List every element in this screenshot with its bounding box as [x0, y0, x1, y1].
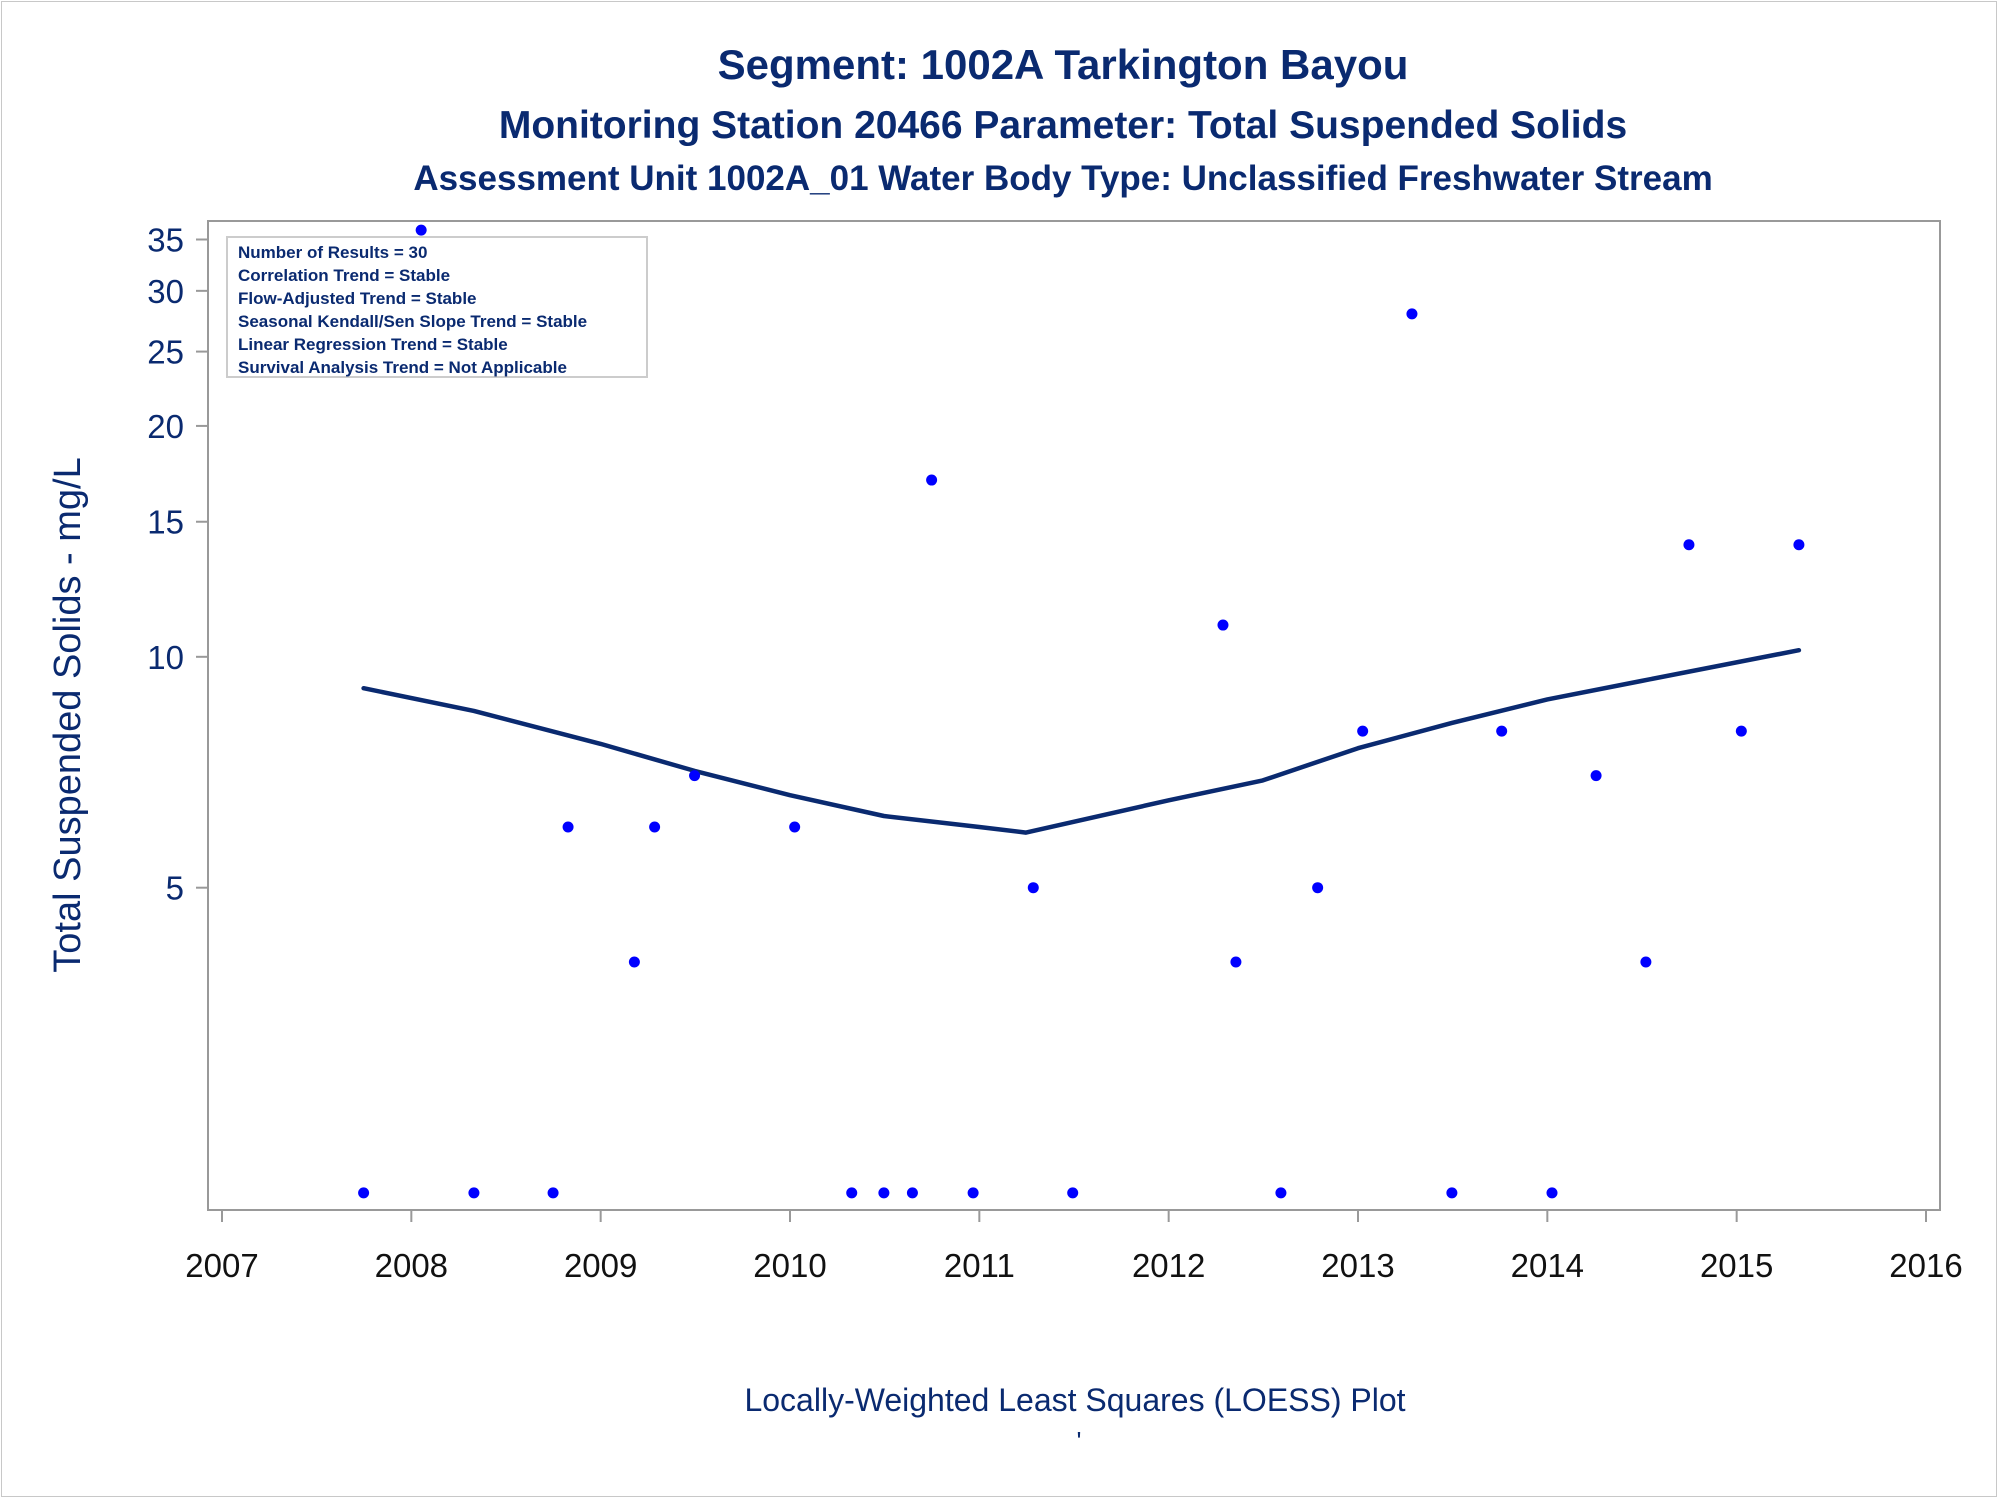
- legend-box: [226, 236, 648, 378]
- data-point: [1275, 1187, 1287, 1199]
- data-point: [649, 821, 661, 833]
- y-tick-label: 35: [147, 222, 184, 259]
- data-point: [1446, 1187, 1458, 1199]
- x-tick-label: 2012: [1132, 1247, 1205, 1284]
- data-point: [468, 1187, 480, 1199]
- chart-title: Segment: 1002A Tarkington Bayou: [718, 41, 1409, 88]
- legend-line-linear-regression: Linear Regression Trend = Stable: [238, 335, 508, 354]
- y-tick-label: 25: [147, 334, 184, 371]
- data-point: [926, 474, 938, 486]
- y-axis: 5 10 15 20 25 30 35: [147, 222, 208, 907]
- x-axis: 2007 2008 2009 2010 2011 2012 2013 2014 2015 2016: [185, 1210, 1963, 1284]
- x-tick-label: 2009: [564, 1247, 637, 1284]
- data-point: [1793, 539, 1805, 551]
- footnote-mark: ': [1077, 1426, 1082, 1456]
- x-tick-label: 2011: [944, 1247, 1015, 1284]
- data-point: [415, 224, 427, 236]
- data-point: [547, 1187, 559, 1199]
- data-point: [878, 1187, 890, 1199]
- data-point: [1357, 725, 1369, 737]
- trend-legend: Number of Results = 30 Correlation Trend…: [226, 236, 648, 378]
- y-tick-label: 10: [147, 639, 184, 676]
- legend-line-seasonal-kendall: Seasonal Kendall/Sen Slope Trend = Stabl…: [238, 312, 587, 331]
- chart-subtitle: Monitoring Station 20466 Parameter: Tota…: [499, 104, 1627, 147]
- data-point: [1496, 725, 1508, 737]
- plot-area-border: [207, 220, 1941, 1211]
- data-point: [1640, 956, 1652, 968]
- legend-line-correlation: Correlation Trend = Stable: [238, 266, 450, 285]
- y-tick-label: 15: [147, 504, 184, 541]
- data-point: [1590, 770, 1602, 782]
- data-point: [562, 821, 574, 833]
- x-tick-label: 2010: [753, 1247, 826, 1284]
- x-tick-label: 2013: [1321, 1247, 1394, 1284]
- legend-line-results: Number of Results = 30: [238, 243, 427, 262]
- data-point: [1067, 1187, 1079, 1199]
- legend-line-flow-adjusted: Flow-Adjusted Trend = Stable: [238, 289, 477, 308]
- y-tick-label: 20: [147, 408, 184, 445]
- data-point: [846, 1187, 858, 1199]
- data-point: [967, 1187, 979, 1199]
- data-point: [1217, 619, 1229, 631]
- loess-curve: [361, 647, 1802, 835]
- x-tick-label: 2016: [1889, 1247, 1962, 1284]
- data-points: [358, 224, 1805, 1199]
- data-point: [628, 956, 640, 968]
- x-axis-label: Locally-Weighted Least Squares (LOESS) P…: [744, 1382, 1405, 1418]
- x-tick-label: 2014: [1511, 1247, 1584, 1284]
- data-point: [1683, 539, 1695, 551]
- data-point: [1230, 956, 1242, 968]
- y-tick-label: 30: [147, 273, 184, 310]
- legend-line-survival-analysis: Survival Analysis Trend = Not Applicable: [238, 358, 567, 377]
- y-axis-label: Total Suspended Solids - mg/L: [47, 457, 89, 972]
- data-point: [1735, 725, 1747, 737]
- y-tick-label: 5: [166, 870, 184, 907]
- data-point: [789, 821, 801, 833]
- data-point: [1312, 882, 1324, 894]
- data-point: [1027, 882, 1039, 894]
- x-tick-label: 2007: [185, 1247, 258, 1284]
- data-point: [1406, 308, 1418, 320]
- x-tick-label: 2008: [375, 1247, 448, 1284]
- data-point: [1546, 1187, 1558, 1199]
- data-point: [906, 1187, 918, 1199]
- data-point: [689, 770, 701, 782]
- x-tick-label: 2015: [1700, 1247, 1773, 1284]
- data-point: [358, 1187, 370, 1199]
- chart-subtitle-2: Assessment Unit 1002A_01 Water Body Type…: [413, 159, 1712, 198]
